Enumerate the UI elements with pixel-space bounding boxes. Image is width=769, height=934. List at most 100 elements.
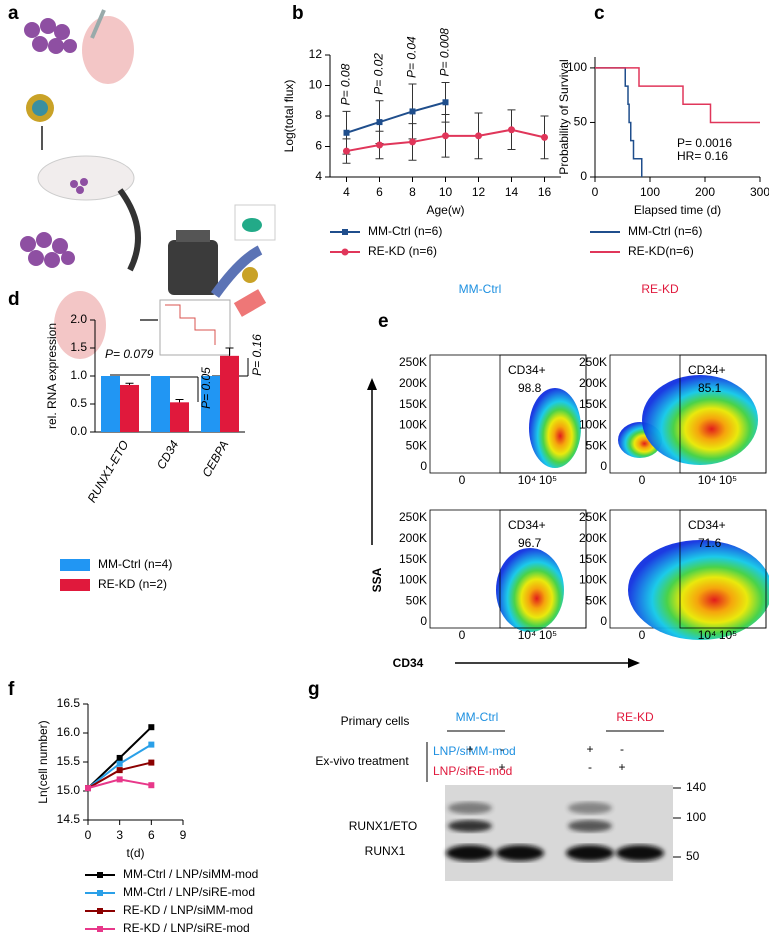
y-tick-label: 0.5: [70, 396, 87, 410]
p-value: P= 0.079: [105, 347, 154, 361]
x-tick-label: CEBPA: [199, 438, 231, 479]
bar: [201, 376, 220, 432]
y-axis-label: SSA: [370, 567, 384, 592]
error-bar: [125, 382, 134, 385]
y-tick-label: 2.0: [70, 312, 87, 326]
panel-label: d: [8, 289, 20, 310]
bar: [101, 376, 120, 432]
legend-label: MM-Ctrl / LNP/siMM-mod: [123, 867, 258, 881]
point: [376, 141, 383, 149]
p-value: P= 0.008: [438, 28, 452, 77]
y-tick-label: 200K: [399, 531, 427, 545]
y-tick-label: 250K: [399, 355, 427, 369]
treatment: LNP/siMM-mod: [433, 744, 516, 758]
y-tick-label: 150K: [399, 552, 427, 566]
y-tick-label: 50K: [406, 593, 427, 607]
y-tick-label: 16.5: [57, 696, 81, 710]
y-tick-label: 0: [600, 614, 607, 628]
y-tick-label: 200K: [579, 376, 607, 390]
y-axis-label: Probability of Survival: [557, 59, 571, 174]
x-tick-label: 3: [116, 828, 123, 842]
x-tick-label: 10⁴: [698, 628, 717, 642]
gate-percentage: 71.6: [698, 536, 722, 550]
y-tick-label: 100K: [579, 573, 607, 587]
panel-label: e: [378, 311, 389, 332]
x-axis-label: Elapsed time (d): [634, 203, 721, 217]
y-tick-label: 100K: [399, 418, 427, 432]
band: [566, 845, 614, 861]
point: [116, 776, 123, 783]
gate: [679, 354, 767, 474]
treatment-sign: -: [500, 742, 504, 756]
y-tick-label: 4: [315, 169, 322, 183]
legend-label: MM-Ctrl (n=4): [98, 557, 172, 571]
x-axis-label: CD34: [393, 656, 424, 670]
point: [541, 133, 548, 141]
survival-curve: [595, 67, 760, 124]
y-tick-label: 100: [567, 60, 587, 74]
y-tick-label: 50: [574, 115, 588, 129]
y-tick-label: 0.0: [70, 424, 87, 438]
y-axis-label: rel. RNA expression: [45, 323, 59, 429]
band: [568, 802, 612, 814]
y-tick-label: 150K: [579, 397, 607, 411]
x-axis-label: t(d): [127, 846, 145, 860]
legend-label: MM-Ctrl (n=6): [628, 224, 702, 238]
y-tick-label: 14.5: [57, 812, 81, 826]
y-tick-label: 1.0: [70, 368, 87, 382]
legend-label: RE-KD / LNP/siRE-mod: [123, 921, 250, 934]
point: [148, 741, 155, 748]
bar: [170, 402, 189, 432]
treatment-sign: +: [586, 742, 593, 756]
point: [148, 759, 155, 766]
legend-swatch: [60, 559, 90, 571]
point: [442, 132, 449, 140]
y-tick-label: 16.0: [57, 725, 81, 739]
point: [409, 138, 416, 146]
x-tick-label: 100: [640, 185, 660, 199]
y-tick-label: 150K: [579, 552, 607, 566]
density: [529, 388, 581, 468]
x-tick-label: 9: [180, 828, 187, 842]
point: [116, 754, 123, 761]
density: [642, 375, 758, 465]
band: [448, 802, 492, 814]
point: [85, 785, 91, 792]
legend-label: RE-KD(n=6): [628, 244, 694, 258]
gate: [679, 509, 767, 629]
y-axis-label: Ln(cell number): [36, 720, 50, 803]
bar: [220, 355, 239, 432]
point: [409, 108, 416, 115]
legend-label: RE-KD / LNP/siMM-mod: [123, 903, 253, 917]
band: [496, 845, 544, 861]
point: [508, 126, 515, 134]
treatment-sign: -: [588, 760, 592, 774]
marker-label: 50: [686, 849, 700, 863]
x-tick-label: 10⁵: [539, 628, 557, 642]
x-tick-label: 0: [85, 828, 92, 842]
column-header: RE-KD: [641, 282, 679, 296]
y-tick-label: 100K: [579, 418, 607, 432]
error-bar: [225, 347, 234, 356]
legend-label: RE-KD (n=6): [368, 244, 437, 258]
x-tick-label: 10⁴: [518, 628, 537, 642]
x-tick-label: 16: [538, 185, 552, 199]
band: [616, 845, 664, 861]
y-tick-label: 0: [600, 459, 607, 473]
x-tick-label: 8: [409, 185, 416, 199]
x-tick-label: 0: [639, 628, 646, 642]
gate-label: CD34+: [688, 518, 726, 532]
p-value: P= 0.04: [405, 36, 419, 78]
x-tick-label: 10: [439, 185, 453, 199]
legend-marker: [97, 872, 103, 878]
y-tick-label: 1.5: [70, 340, 87, 354]
gate: [499, 354, 587, 474]
treatment-label: Ex-vivo treatment: [315, 754, 409, 768]
x-tick-label: 14: [505, 185, 519, 199]
error-bar: [175, 399, 184, 403]
x-tick-label: CD34: [154, 438, 182, 472]
legend-marker: [97, 908, 103, 914]
y-tick-label: 150K: [399, 397, 427, 411]
p-value: P= 0.05: [199, 367, 213, 409]
